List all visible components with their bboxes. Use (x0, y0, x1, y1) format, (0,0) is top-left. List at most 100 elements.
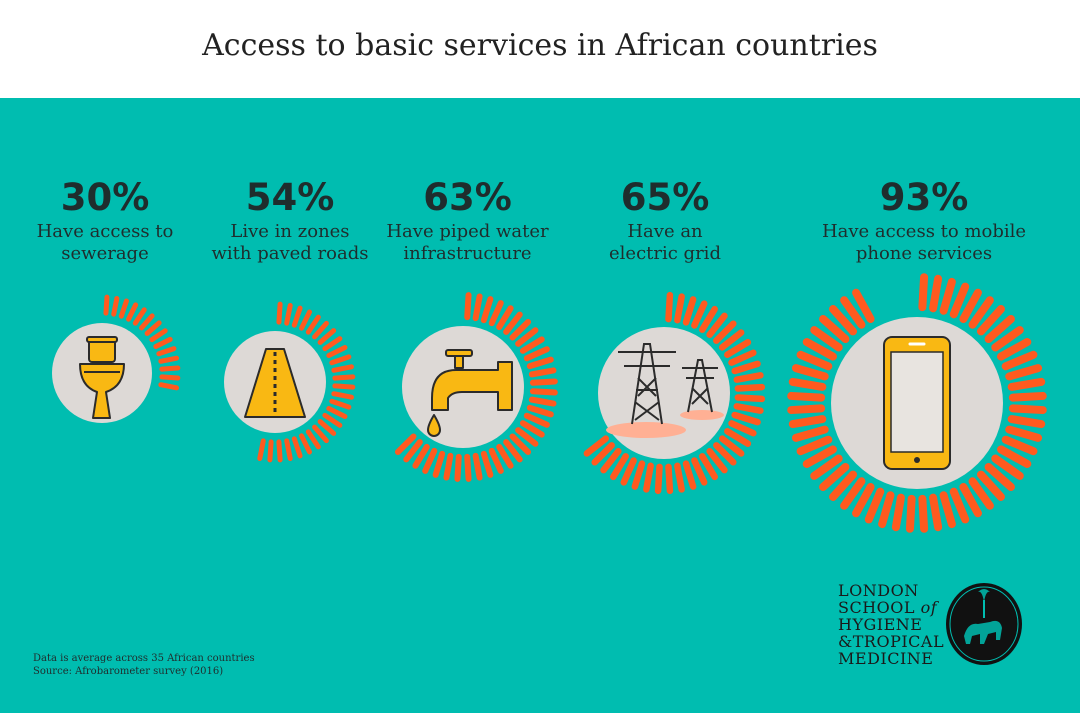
tick-mark (810, 326, 843, 352)
tick-mark (691, 457, 708, 486)
tick-mark (326, 406, 348, 419)
tick-mark (496, 305, 514, 331)
tick-mark (132, 307, 147, 326)
tick-mark (1008, 404, 1047, 415)
footnote-data-note: Data is average across 35 African countr… (33, 653, 255, 664)
power-pylon-icon (606, 343, 724, 438)
tick-mark (322, 336, 343, 352)
tick-mark (682, 460, 697, 490)
tick-mark (503, 439, 523, 463)
tick-mark (674, 462, 685, 493)
tick-mark (706, 448, 728, 474)
tick-mark (691, 300, 708, 329)
tick-mark (291, 436, 303, 459)
tick-mark (464, 453, 472, 482)
tick-ring-4 (787, 273, 1047, 533)
tick-mark (810, 454, 843, 480)
tick-mark (305, 429, 321, 450)
tick-mark (394, 433, 417, 456)
title-bar (0, 0, 1080, 98)
tick-mark (829, 305, 858, 336)
tick-mark (332, 374, 356, 381)
tick-mark (488, 300, 504, 327)
tick-mark (591, 442, 615, 466)
tick-mark (997, 445, 1032, 468)
tick-mark (699, 453, 718, 481)
tick-mark (733, 403, 764, 414)
stat-water: 63% Have piped water infrastructure (380, 177, 555, 265)
tick-mark (734, 383, 766, 392)
tick-mark (583, 435, 609, 457)
tick-mark (682, 296, 697, 326)
tick-mark (620, 457, 637, 486)
tick-mark (515, 427, 539, 447)
tick-mark (149, 328, 168, 343)
tick-mark (284, 302, 293, 326)
tick-mark (322, 412, 343, 428)
tick-mark (840, 296, 866, 329)
footnote-source: Source: Afrobarometer survey (2016) (33, 666, 224, 677)
tick-mark (118, 298, 129, 319)
tick-mark (472, 293, 483, 322)
chart-title: Access to basic services in African coun… (202, 28, 878, 63)
tick-mark (528, 396, 557, 407)
tick-mark (939, 491, 956, 529)
tick-mark (126, 302, 139, 322)
tick-mark (1008, 391, 1047, 402)
tick-mark (654, 463, 663, 495)
tick-mark (305, 314, 321, 335)
tick-mark (918, 494, 929, 533)
tick-mark (968, 296, 994, 329)
tick-mark (949, 282, 970, 319)
tick-mark (610, 453, 629, 481)
tick-rings (103, 273, 1047, 533)
tick-mark (724, 339, 752, 358)
tick-mark (600, 448, 622, 474)
toilet-icon (79, 336, 125, 419)
tick-mark (796, 435, 833, 456)
tick-mark (526, 356, 554, 370)
tick-mark (153, 336, 173, 349)
tick-mark (731, 360, 761, 375)
tick-mark (528, 367, 557, 378)
tick-mark (852, 288, 875, 323)
tick-mark (929, 493, 943, 532)
tick-mark (787, 404, 826, 415)
tick-mark (480, 450, 494, 478)
tick-mark (665, 463, 674, 495)
tick-mark (454, 453, 462, 482)
tick-mark (284, 438, 293, 462)
tick-mark (643, 462, 654, 493)
tick-mark (331, 364, 355, 373)
tick-mark (158, 382, 180, 391)
tick-mark (329, 354, 352, 366)
tick-mark (674, 293, 685, 324)
stat-description: Have access to mobile phone services (821, 221, 1027, 264)
tick-ring-3 (583, 291, 766, 495)
tick-mark (276, 301, 283, 325)
tick-mark (728, 420, 757, 437)
tick-mark (111, 295, 120, 317)
stat-electric: 65% Have an electric grid (585, 177, 745, 265)
tick-mark (156, 346, 177, 357)
tick-mark (464, 292, 472, 321)
tick-mark (819, 462, 850, 491)
tick-mark (991, 326, 1024, 352)
tick-mark (959, 483, 982, 518)
stat-description: Have access to sewerage (36, 221, 174, 264)
tick-mark (929, 274, 943, 313)
tick-mark (529, 378, 558, 386)
tick-mark (699, 305, 718, 333)
tick-mark (432, 450, 446, 478)
faucet-icon (427, 349, 513, 437)
tick-mark (706, 312, 728, 338)
tick-mark (788, 377, 827, 391)
tick-mark (796, 350, 833, 371)
tick-ring-1 (257, 301, 356, 463)
tick-mark (317, 328, 337, 345)
tick-mark (968, 477, 994, 510)
tick-mark (731, 411, 761, 426)
tick-mark (1007, 415, 1046, 429)
tick-mark (949, 487, 970, 524)
tick-mark (631, 460, 646, 490)
